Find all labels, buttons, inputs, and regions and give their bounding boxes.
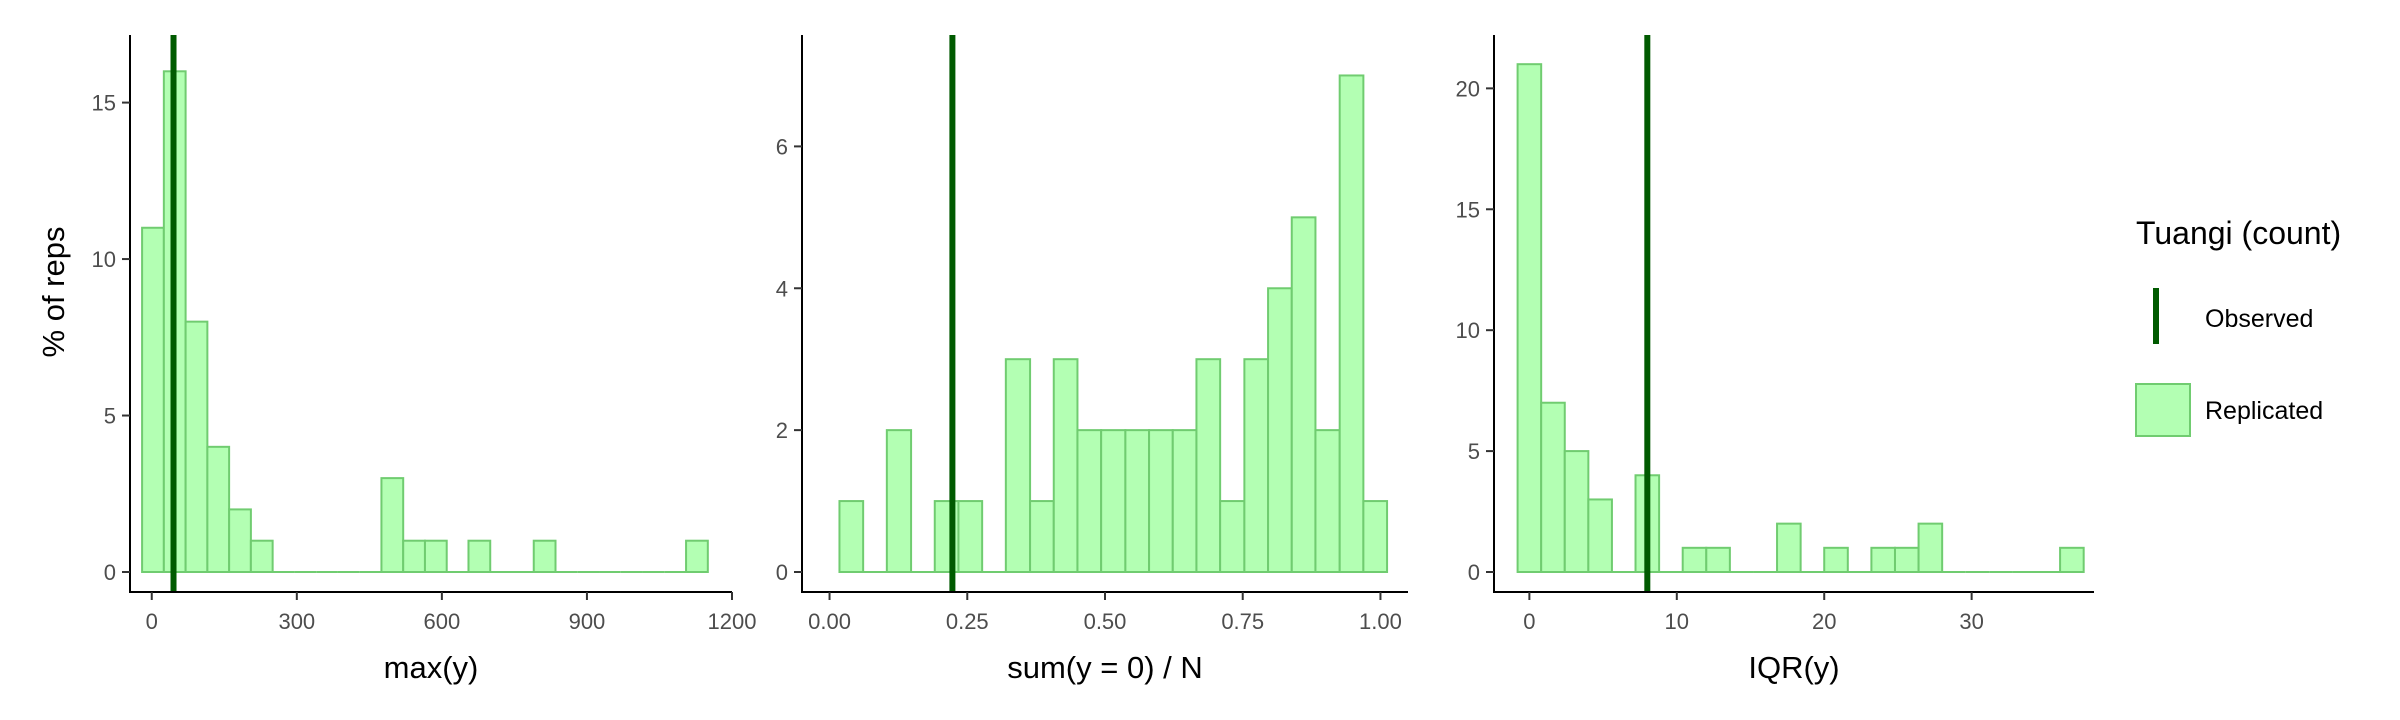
- x-tick-label: 0: [146, 609, 158, 634]
- histogram-bar: [1290, 216, 1317, 573]
- legend-item-replicated: Replicated: [2135, 383, 2323, 437]
- x-axis-title-zero-fraction: sum(y = 0) / N: [1007, 650, 1203, 685]
- y-tick-label: 20: [1456, 76, 1480, 101]
- histogram-bar: [1681, 546, 1708, 573]
- histogram-bar: [467, 539, 492, 573]
- x-tick-label: 600: [424, 609, 461, 634]
- x-tick-label: 0.50: [1084, 609, 1127, 634]
- histogram-bar: [141, 226, 165, 573]
- x-tick-label: 1200: [708, 609, 757, 634]
- histogram-bar: [1893, 546, 1920, 573]
- histogram-bar: [1100, 429, 1127, 573]
- histogram-bar: [1870, 546, 1896, 573]
- histogram-bar: [1563, 450, 1590, 573]
- histogram-bar: [885, 429, 913, 573]
- histogram-bar: [184, 320, 209, 573]
- histogram-bar: [228, 508, 252, 574]
- legend-title: Tuangi (count): [2136, 215, 2341, 251]
- x-axis-title-iqr: IQR(y): [1748, 650, 1839, 685]
- legend: Tuangi (count) Observed Replicated: [2135, 215, 2341, 437]
- histogram-panel-zero-fraction: 0 2 4 6 0.00 0.25 0.50 0.75 1.00 sum(y = 0) / N: [776, 35, 1408, 685]
- histogram-bar: [1540, 401, 1566, 573]
- x-tick-label: 1.00: [1359, 609, 1402, 634]
- histogram-bar: [1243, 358, 1270, 574]
- x-tick-label: 0.75: [1221, 609, 1264, 634]
- x-tick-label: 0.00: [808, 609, 851, 634]
- x-tick-label: 900: [569, 609, 606, 634]
- y-tick-label: 0: [104, 560, 116, 585]
- histogram-panel-max: 0 5 10 15 0 300 600 900 1200 max(y): [92, 35, 757, 685]
- histogram-bar: [957, 500, 984, 574]
- histogram-bar: [1076, 429, 1103, 573]
- histogram-bar: [1516, 63, 1543, 573]
- histogram-bar: [1705, 546, 1731, 573]
- histogram-bar: [1338, 74, 1365, 573]
- y-tick-label: 0: [776, 560, 788, 585]
- legend-label-observed: Observed: [2205, 305, 2313, 333]
- histogram-bar: [1171, 429, 1198, 573]
- replicated-bar-key: [2135, 383, 2191, 437]
- x-tick-label: 0: [1523, 609, 1535, 634]
- histogram-bar: [380, 477, 405, 573]
- y-tick-label: 5: [1468, 439, 1480, 464]
- histogram-bar: [1219, 500, 1246, 574]
- observed-line-key: [2153, 288, 2159, 344]
- histogram-bar: [1362, 500, 1389, 574]
- histogram-bar: [1029, 500, 1055, 574]
- histogram-bar: [1776, 522, 1802, 573]
- histogram-bar: [1148, 429, 1174, 573]
- histogram-bar: [1314, 429, 1341, 573]
- histogram-bar: [402, 539, 426, 573]
- histogram-bar: [206, 445, 231, 573]
- legend-item-observed: Observed: [2153, 288, 2313, 344]
- histogram-bar: [838, 500, 865, 574]
- x-tick-label: 30: [1959, 609, 1983, 634]
- histogram-bar: [249, 539, 274, 573]
- x-tick-label: 20: [1812, 609, 1836, 634]
- y-tick-label: 10: [1456, 318, 1480, 343]
- x-axis-title-max: max(y): [384, 650, 479, 685]
- histogram-bar: [1195, 358, 1222, 574]
- histogram-bar: [1587, 498, 1613, 574]
- histogram-bar: [532, 539, 557, 573]
- histogram-bar: [1823, 546, 1849, 573]
- histogram-bar: [1917, 522, 1944, 573]
- histogram-bar: [1052, 358, 1079, 574]
- x-tick-label: 0.25: [946, 609, 989, 634]
- y-tick-label: 0: [1468, 560, 1480, 585]
- y-tick-label: 4: [776, 276, 788, 301]
- y-tick-label: 15: [92, 91, 116, 116]
- histogram-bar: [2059, 546, 2085, 573]
- histogram-panel-iqr: 0 5 10 15 20 0 10 20 30 IQR(y): [1456, 35, 2094, 685]
- y-tick-label: 6: [776, 134, 788, 159]
- x-tick-label: 300: [278, 609, 315, 634]
- y-tick-label: 15: [1456, 197, 1480, 222]
- y-tick-label: 5: [104, 404, 116, 429]
- histogram-bar: [1124, 429, 1151, 573]
- histogram-bar: [1267, 287, 1293, 573]
- histogram-bar: [423, 539, 448, 573]
- legend-label-replicated: Replicated: [2205, 397, 2323, 425]
- y-tick-label: 2: [776, 418, 788, 443]
- x-tick-label: 10: [1665, 609, 1689, 634]
- y-axis-title: % of reps: [36, 227, 71, 358]
- histogram-bar: [685, 539, 709, 573]
- histogram-bar: [1004, 358, 1032, 574]
- y-tick-label: 10: [92, 247, 116, 272]
